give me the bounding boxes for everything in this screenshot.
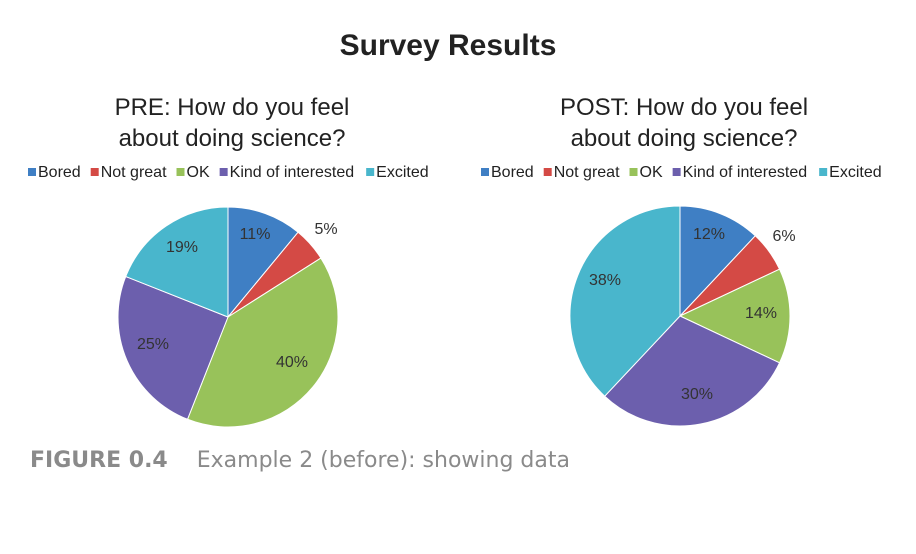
pie-slice-bored (227, 206, 299, 319)
legend-swatch (90, 168, 99, 176)
chart-title-line-1: PRE: How do you feel (115, 94, 350, 121)
data-label-excited: 19% (166, 239, 198, 256)
pie-slice-bored (679, 205, 757, 318)
data-label-bored: 11% (240, 226, 271, 243)
legend-label: Bored (491, 164, 534, 181)
legend-label: Not great (101, 164, 167, 181)
legend-swatch (672, 168, 681, 176)
data-label-kind-of-interested: 25% (137, 336, 169, 353)
legend-item-bored: Bored (481, 164, 534, 181)
legend-swatch (543, 168, 552, 176)
data-label-not-great: 5% (314, 221, 337, 238)
legend-label: OK (640, 164, 663, 181)
data-label-bored: 12% (693, 226, 725, 243)
figure-caption: FIGURE 0.4 Example 2 (before): showing d… (30, 448, 570, 473)
figure-label: FIGURE 0.4 (30, 448, 168, 473)
chart-title-line-2: about doing science? (119, 125, 346, 152)
legend-label: Kind of interested (683, 164, 808, 181)
legend-item-bored: Bored (28, 164, 81, 181)
legend-swatch (28, 168, 36, 176)
data-label-ok: 40% (276, 354, 308, 371)
legend-label: Not great (554, 164, 620, 181)
pie-chart-1: PRE: How do you feel about doing science?… (28, 94, 429, 428)
legend-label: Excited (829, 164, 881, 181)
legend-item-kind-of-interested: Kind of interested (672, 164, 808, 181)
pie-chart-2: POST: How do you feel about doing science… (481, 94, 882, 427)
legend-swatch (366, 168, 375, 176)
legend-label: OK (187, 164, 210, 181)
main-title: Survey Results (340, 29, 557, 62)
legend-swatch (176, 168, 185, 176)
pie-slice-kind-of-interested (117, 275, 229, 420)
pie-slice-excited (569, 205, 681, 397)
legend-label: Excited (376, 164, 428, 181)
legend-swatch (819, 168, 828, 176)
legend-swatch (219, 168, 228, 176)
pie-slice-kind-of-interested (603, 315, 781, 427)
legend-item-kind-of-interested: Kind of interested (219, 164, 355, 181)
data-label-not-great: 6% (772, 228, 795, 245)
pie-slice-ok (186, 257, 339, 428)
pie-slice-excited (125, 206, 229, 318)
chart-legend: Bored Not great OK Kind of interested Excite… (481, 164, 882, 181)
legend-item-not-great: Not great (90, 164, 167, 181)
legend-swatch (629, 168, 638, 176)
data-label-excited: 38% (589, 272, 621, 289)
legend-label: Bored (38, 164, 81, 181)
legend-label: Kind of interested (230, 164, 355, 181)
figure-caption-text: Example 2 (before): showing data (196, 448, 570, 473)
chart-legend: Bored Not great OK Kind of interested Excite… (28, 164, 429, 181)
legend-swatch (481, 168, 489, 176)
chart-title-line-2: about doing science? (571, 125, 798, 152)
data-label-ok: 14% (745, 305, 777, 322)
legend-item-excited: Excited (366, 164, 429, 181)
chart-title-line-1: POST: How do you feel (560, 94, 808, 121)
legend-item-not-great: Not great (543, 164, 620, 181)
pie-slice-ok (678, 268, 791, 364)
legend-item-ok: OK (629, 164, 663, 181)
legend-item-excited: Excited (819, 164, 882, 181)
legend-item-ok: OK (176, 164, 210, 181)
data-label-kind-of-interested: 30% (681, 386, 713, 403)
